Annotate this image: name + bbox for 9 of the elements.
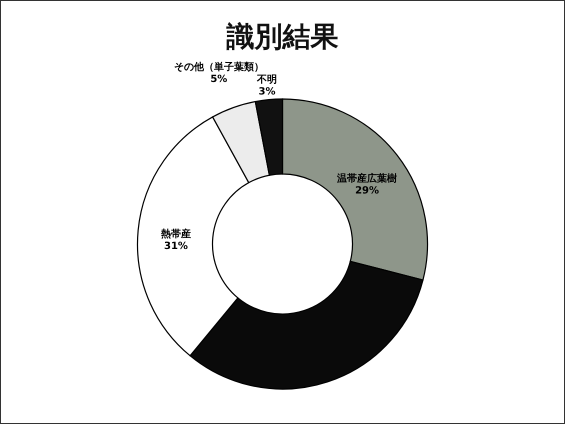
chart-title: 識別結果 <box>226 20 338 54</box>
slice-label: その他（単子葉類） <box>174 61 264 74</box>
slice-label: 温帯産広葉樹 <box>336 172 398 184</box>
slice-label: 不明 <box>256 74 277 86</box>
slice-label: 熱帯産 <box>160 228 191 240</box>
data-label: 31% <box>164 240 188 252</box>
data-label: 29% <box>355 185 380 196</box>
data-label: 5% <box>210 74 228 86</box>
data-label: 3% <box>258 86 276 98</box>
